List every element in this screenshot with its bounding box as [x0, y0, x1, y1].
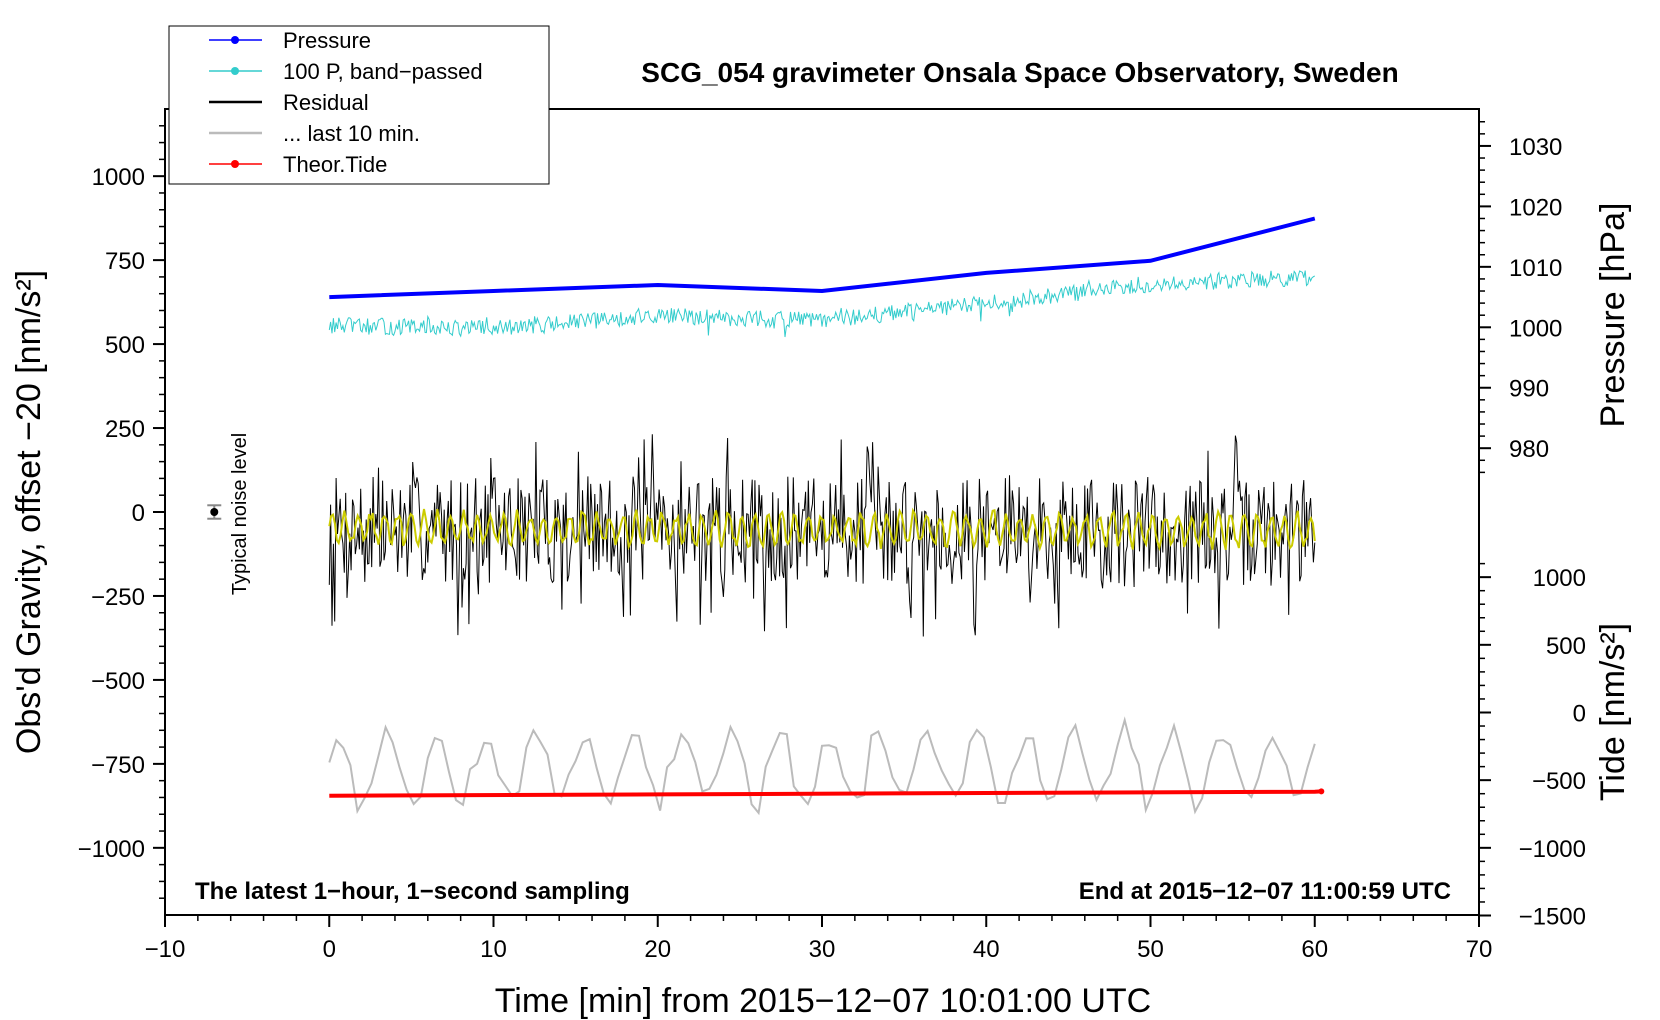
pressure-tick-label: 1000: [1509, 315, 1562, 342]
series-pressure: [329, 216, 1316, 300]
x-tick-label: 0: [323, 936, 336, 963]
legend: Pressure 100 P, band−passed Residual ... la…: [168, 25, 550, 185]
series-last-10-min: [328, 716, 1316, 816]
y-tick-label: 500: [105, 332, 145, 359]
x-tick-label: 70: [1466, 936, 1493, 963]
series-band-passed-residual: [328, 507, 1316, 552]
y-tick-label: 0: [132, 500, 145, 527]
x-tick-label: 60: [1301, 936, 1328, 963]
ticks-layer: −10 0 10 20 30 40 50 60 7010007505002500−250−500…: [78, 121, 1586, 963]
x-tick-label: 40: [973, 936, 1000, 963]
y-axis-title-tide: Tide [nm/s²]: [1594, 623, 1632, 801]
legend-box: [168, 25, 550, 185]
legend-marker: [231, 67, 239, 75]
series-band-passed-pressure: [328, 270, 1316, 338]
tide-tick-label: 500: [1546, 633, 1586, 660]
y-axis-title-pressure: Pressure [hPa]: [1594, 203, 1632, 428]
noise-level-label: Typical noise level: [229, 433, 251, 595]
y-tick-label: 1000: [92, 164, 145, 191]
y-tick-label: −1000: [78, 836, 145, 863]
legend-entries: Pressure 100 P, band−passed Residual ... la…: [209, 28, 483, 177]
noise-marker: [210, 508, 219, 516]
legend-label: Residual: [283, 90, 369, 115]
y-tick-label: 750: [105, 248, 145, 275]
tide-tick-label: 0: [1573, 700, 1586, 727]
series-theor-tide: [329, 789, 1322, 798]
tide-end-marker: [1318, 788, 1325, 795]
x-tick-label: 30: [809, 936, 836, 963]
y-tick-label: −250: [91, 584, 145, 611]
series-layer: [207, 216, 1325, 816]
annotation-end-time: End at 2015−12−07 11:00:59 UTC: [1079, 878, 1451, 905]
tide-tick-label: −500: [1532, 768, 1586, 795]
x-tick-label: −10: [145, 936, 186, 963]
legend-marker: [231, 160, 239, 168]
x-axis-title: Time [min] from 2015−12−07 10:01:00 UTC: [495, 982, 1151, 1020]
y-tick-label: 250: [105, 416, 145, 443]
annotation-sampling: The latest 1−hour, 1−second sampling: [195, 878, 630, 905]
x-tick-label: 20: [644, 936, 671, 963]
tide-tick-label: −1500: [1519, 904, 1586, 931]
x-tick-label: 10: [480, 936, 507, 963]
tide-tick-label: 1000: [1533, 565, 1586, 592]
pressure-tick-label: 1010: [1509, 255, 1562, 282]
pressure-tick-label: 1030: [1509, 134, 1562, 161]
legend-label: 100 P, band−passed: [283, 59, 483, 84]
series-residual: [328, 434, 1316, 637]
x-tick-label: 50: [1137, 936, 1164, 963]
y-tick-label: −500: [91, 668, 145, 695]
legend-label: ... last 10 min.: [283, 121, 420, 146]
legend-label: Theor.Tide: [283, 152, 387, 177]
y-axis-title-left: Obs'd Gravity, offset −20 [nm/s²]: [10, 270, 48, 754]
pressure-tick-label: 990: [1509, 376, 1549, 403]
tide-tick-label: −1000: [1519, 836, 1586, 863]
pressure-tick-label: 1020: [1509, 194, 1562, 221]
legend-marker: [231, 36, 239, 44]
pressure-tick-label: 980: [1509, 436, 1549, 463]
chart-title: SCG_054 gravimeter Onsala Space Observat…: [641, 57, 1398, 88]
y-tick-label: −750: [91, 752, 145, 779]
legend-label: Pressure: [283, 28, 371, 53]
